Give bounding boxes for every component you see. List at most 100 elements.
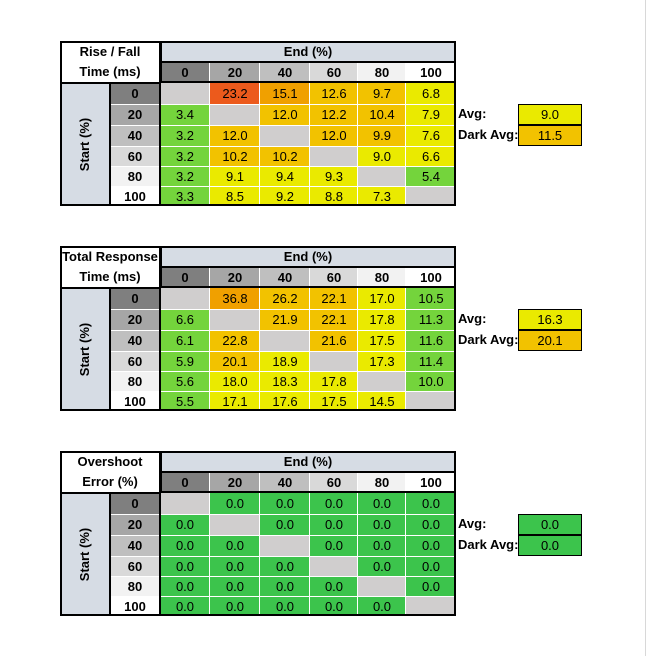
heatmap-cell: 5.4 [406, 166, 456, 186]
cell-divider [357, 267, 358, 411]
heatmap-cell: 18.3 [260, 371, 310, 391]
table-title-line: Time (ms) [79, 64, 141, 79]
cell-divider [110, 125, 456, 126]
heatmap-cell: 3.4 [160, 104, 210, 125]
cell-divider [110, 371, 456, 372]
heatmap-cell: 0.0 [406, 493, 456, 514]
heatmap-cell: 7.3 [358, 186, 406, 206]
column-header: 60 [310, 472, 358, 493]
heatmap-cell: 6.6 [406, 146, 456, 166]
heatmap-cell: 0.0 [310, 596, 358, 616]
heatmap-cell: 10.5 [406, 288, 456, 309]
cell-divider [110, 166, 456, 167]
column-header: 60 [310, 62, 358, 83]
table-title-line: Time (ms) [79, 269, 141, 284]
heatmap-cell: 9.0 [358, 146, 406, 166]
stat-value: 16.3 [518, 309, 582, 330]
heatmap-cell: 10.2 [210, 146, 260, 166]
diagonal-cell [406, 596, 456, 616]
heatmap-cell: 6.8 [406, 83, 456, 104]
row-header: 60 [110, 351, 160, 371]
row-header: 0 [110, 83, 160, 104]
row-header: 80 [110, 576, 160, 596]
heatmap-cell: 17.3 [358, 351, 406, 371]
heatmap-cell: 0.0 [310, 493, 358, 514]
heatmap-cell: 17.0 [358, 288, 406, 309]
stat-value: 0.0 [518, 535, 582, 556]
start-axis-title-text: Start (%) [77, 117, 93, 172]
row-header: 60 [110, 556, 160, 576]
heatmap-cell: 0.0 [358, 514, 406, 535]
cell-divider [209, 472, 210, 616]
cell-divider [110, 309, 456, 310]
row-header: 80 [110, 166, 160, 186]
end-axis-title: End (%) [160, 451, 456, 472]
cell-divider [159, 288, 160, 411]
heatmap-cell: 11.3 [406, 309, 456, 330]
heatmap-cell: 0.0 [160, 596, 210, 616]
heatmap-cell: 12.0 [310, 125, 358, 146]
cell-divider [110, 351, 456, 352]
diagonal-cell [260, 125, 310, 146]
diagonal-cell [310, 556, 358, 576]
column-header: 20 [210, 472, 260, 493]
stat-label: Avg: [458, 311, 487, 326]
heatmap-cell: 7.6 [406, 125, 456, 146]
table-title: Total Response Time (ms) [60, 246, 160, 288]
heatmap-table-1: Rise / Fall Time (ms) End (%) 0 20 40 60 80 100 S… [60, 41, 456, 206]
heatmap-cell: 6.6 [160, 309, 210, 330]
cell-divider [110, 596, 456, 597]
heatmap-cell: 0.0 [260, 514, 310, 535]
heatmap-cell: 0.0 [358, 596, 406, 616]
heatmap-cell: 0.0 [358, 535, 406, 556]
heatmap-cell: 3.2 [160, 146, 210, 166]
heatmap-cell: 9.7 [358, 83, 406, 104]
diagonal-cell [310, 351, 358, 371]
heatmap-cell: 22.8 [210, 330, 260, 351]
heatmap-cell: 12.6 [310, 83, 358, 104]
heatmap-cell: 0.0 [160, 576, 210, 596]
heatmap-cell: 8.5 [210, 186, 260, 206]
heatmap-cell: 9.9 [358, 125, 406, 146]
heatmap-cell: 22.1 [310, 309, 358, 330]
column-header: 0 [160, 267, 210, 288]
cell-divider [110, 535, 456, 536]
diagonal-cell [260, 535, 310, 556]
column-header: 40 [260, 472, 310, 493]
heatmap-cell: 5.6 [160, 371, 210, 391]
cell-divider [259, 472, 260, 616]
start-axis-title: Start (%) [60, 83, 110, 206]
heatmap-cell: 17.8 [358, 309, 406, 330]
column-header: 60 [310, 267, 358, 288]
heatmap-cell: 11.6 [406, 330, 456, 351]
heatmap-cell: 0.0 [406, 514, 456, 535]
heatmap-cell: 0.0 [406, 576, 456, 596]
row-header: 100 [110, 186, 160, 206]
heatmap-cell: 0.0 [310, 576, 358, 596]
table-title-line: Rise / Fall [79, 44, 141, 59]
heatmap-cell: 0.0 [358, 493, 406, 514]
table-title: Rise / Fall Time (ms) [60, 41, 160, 83]
table-title: Overshoot Error (%) [60, 451, 160, 493]
heatmap-cell: 0.0 [210, 556, 260, 576]
heatmap-cell: 14.5 [358, 391, 406, 411]
cell-divider [110, 186, 456, 187]
heatmap-cell: 10.4 [358, 104, 406, 125]
cell-divider [357, 62, 358, 206]
stat-value: 20.1 [518, 330, 582, 351]
cell-divider [159, 83, 160, 206]
row-header: 80 [110, 371, 160, 391]
end-axis-title: End (%) [160, 41, 456, 62]
table-title-line: Overshoot [77, 454, 143, 469]
heatmap-cell: 26.2 [260, 288, 310, 309]
heatmap-cell: 0.0 [260, 596, 310, 616]
heatmap-table-3: Overshoot Error (%) End (%) 0 20 40 60 80 100 Sta… [60, 451, 456, 616]
column-header: 20 [210, 267, 260, 288]
heatmap-table-2: Total Response Time (ms) End (%) 0 20 40 60 80 1… [60, 246, 456, 411]
column-header: 20 [210, 62, 260, 83]
column-header: 0 [160, 472, 210, 493]
heatmap-cell: 17.5 [358, 330, 406, 351]
diagonal-cell [260, 330, 310, 351]
stat-label: Dark Avg: [458, 537, 519, 552]
heatmap-cell: 15.1 [260, 83, 310, 104]
